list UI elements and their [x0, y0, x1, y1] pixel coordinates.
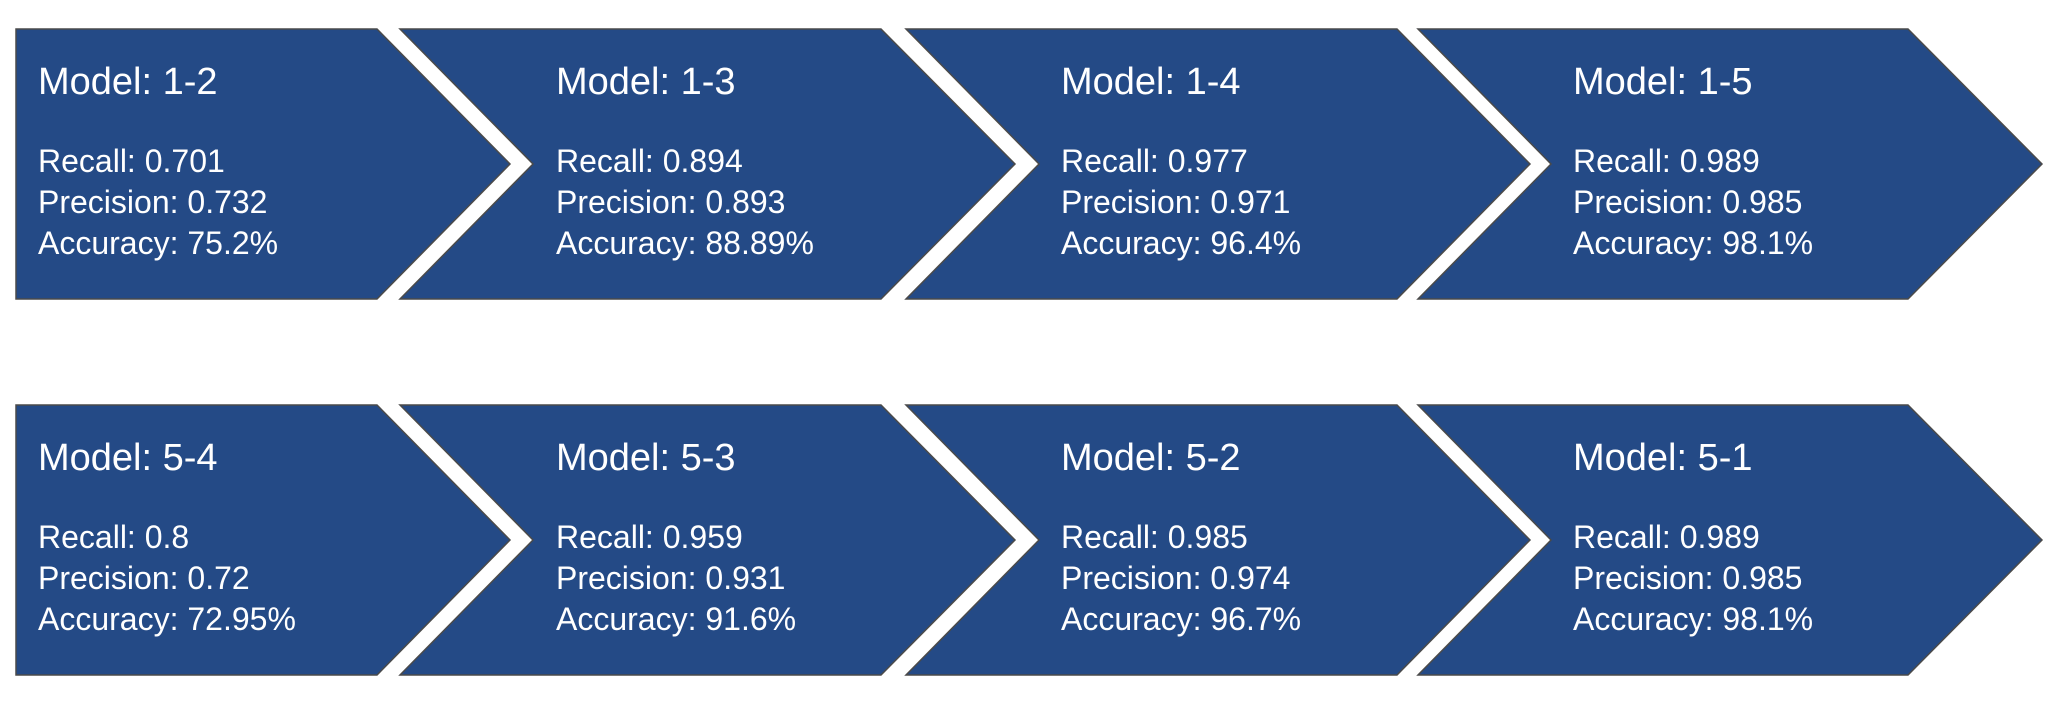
accuracy-value: Accuracy: 91.6% [556, 601, 797, 637]
recall-value: Recall: 0.977 [1061, 143, 1248, 179]
recall-value: Recall: 0.959 [556, 519, 743, 555]
chevron-step: Model: 5-3 Recall: 0.959 Precision: 0.931 A… [556, 437, 796, 640]
chevron-step: Model: 5-4 Recall: 0.8 Precision: 0.72 Accu… [38, 437, 296, 640]
recall-value: Recall: 0.701 [38, 143, 225, 179]
recall-value: Recall: 0.894 [556, 143, 743, 179]
recall-value: Recall: 0.985 [1061, 519, 1248, 555]
precision-value: Precision: 0.985 [1573, 560, 1803, 596]
model-title: Model: 1-2 [38, 61, 218, 103]
precision-value: Precision: 0.893 [556, 184, 786, 220]
chevron-step-shape [1416, 404, 2044, 676]
chevron-step: Model: 1-3 Recall: 0.894 Precision: 0.893 A… [556, 61, 814, 264]
precision-value: Precision: 0.974 [1061, 560, 1291, 596]
chevron-step-shape [15, 28, 512, 300]
precision-value: Precision: 0.931 [556, 560, 786, 596]
model-title: Model: 1-4 [1061, 61, 1241, 103]
model-title: Model: 1-5 [1573, 61, 1753, 103]
recall-value: Recall: 0.989 [1573, 143, 1760, 179]
chevron-step-shape [904, 28, 1532, 300]
accuracy-value: Accuracy: 75.2% [38, 225, 279, 261]
accuracy-value: Accuracy: 98.1% [1573, 601, 1814, 637]
accuracy-value: Accuracy: 98.1% [1573, 225, 1814, 261]
chevron-step: Model: 1-4 Recall: 0.977 Precision: 0.971 A… [1061, 61, 1301, 264]
model-title: Model: 1-3 [556, 61, 736, 103]
chevron-step-shape [904, 404, 1532, 676]
chevron-step: Model: 1-5 Recall: 0.989 Precision: 0.985 A… [1573, 61, 1813, 264]
precision-value: Precision: 0.971 [1061, 184, 1291, 220]
chevron-step-shape [1416, 28, 2044, 300]
accuracy-value: Accuracy: 96.4% [1061, 225, 1302, 261]
chevron-step: Model: 5-1 Recall: 0.989 Precision: 0.985 A… [1573, 437, 1813, 640]
model-title: Model: 5-2 [1061, 437, 1241, 479]
accuracy-value: Accuracy: 96.7% [1061, 601, 1302, 637]
chevron-step: Model: 5-2 Recall: 0.985 Precision: 0.974 A… [1061, 437, 1301, 640]
chevron-step-shape [398, 404, 1017, 676]
precision-value: Precision: 0.732 [38, 184, 268, 220]
model-title: Model: 5-4 [38, 437, 218, 479]
model-title: Model: 5-3 [556, 437, 736, 479]
precision-value: Precision: 0.985 [1573, 184, 1803, 220]
chevron-step: Model: 1-2 Recall: 0.701 Precision: 0.732 A… [38, 61, 278, 264]
recall-value: Recall: 0.989 [1573, 519, 1760, 555]
accuracy-value: Accuracy: 88.89% [556, 225, 814, 261]
model-title: Model: 5-1 [1573, 437, 1753, 479]
accuracy-value: Accuracy: 72.95% [38, 601, 296, 637]
precision-value: Precision: 0.72 [38, 560, 250, 596]
chevron-step-shape [398, 28, 1017, 300]
chevron-step-shape [15, 404, 512, 676]
recall-value: Recall: 0.8 [38, 519, 190, 555]
